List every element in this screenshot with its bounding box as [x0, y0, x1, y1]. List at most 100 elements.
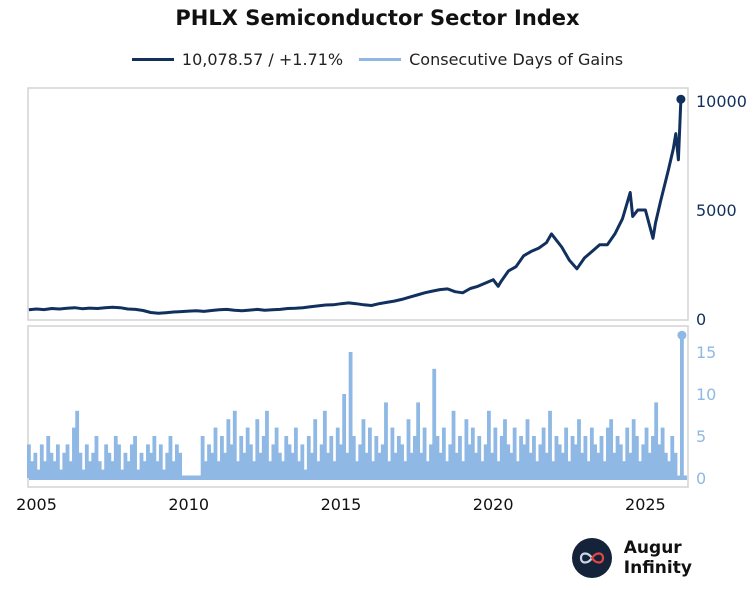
gains-bar	[622, 461, 626, 478]
legend-swatch-gains	[359, 58, 402, 61]
gains-bar	[277, 452, 282, 478]
gains-bar	[470, 427, 475, 478]
gains-bar	[281, 461, 285, 478]
x-tick-label: 2020	[473, 495, 514, 514]
gains-bar	[100, 469, 105, 478]
gains-bar	[409, 452, 414, 478]
gains-bar	[149, 452, 154, 478]
gains-bar	[577, 419, 581, 478]
y-tick-label-bottom: 0	[696, 469, 706, 488]
gains-bar	[422, 427, 427, 478]
gains-bar	[512, 427, 517, 478]
gains-bar	[509, 452, 514, 478]
gains-bar	[361, 419, 366, 478]
gains-bar	[355, 461, 359, 478]
gains-bar	[670, 436, 675, 478]
gains-bar	[570, 436, 575, 478]
gains-bar	[586, 461, 591, 478]
gains-bar	[303, 469, 308, 478]
gains-bar	[438, 452, 443, 478]
gains-bar	[451, 410, 456, 478]
index-last-point	[676, 94, 686, 104]
x-tick-label: 2005	[16, 495, 57, 514]
gains-bar	[43, 461, 47, 478]
gains-bar	[429, 444, 433, 478]
gains-bar	[110, 461, 115, 478]
gains-bar	[631, 419, 636, 478]
gains-bar	[612, 452, 617, 478]
gains-bar	[374, 436, 379, 478]
gains-bar	[673, 452, 678, 478]
gains-bar	[448, 444, 453, 478]
gains-bar	[435, 436, 440, 478]
top-panel-frame	[27, 87, 689, 321]
gains-bar	[367, 427, 372, 478]
gains-bar	[660, 427, 665, 478]
y-tick-label-top: 0	[696, 310, 706, 329]
gains-bar	[593, 444, 597, 478]
gains-bar	[525, 419, 530, 478]
gains-bar	[139, 452, 144, 478]
infinity-logo-icon	[572, 538, 612, 578]
gains-bar	[541, 427, 546, 478]
y-tick-label-bottom: 5	[696, 427, 706, 446]
gains-bar	[136, 469, 141, 478]
gains-bar	[403, 461, 408, 478]
gains-bar	[596, 452, 601, 478]
gains-bar	[445, 461, 449, 478]
gains-bar	[609, 419, 614, 478]
gains-bar	[371, 461, 376, 478]
gains-bar	[419, 452, 424, 478]
gains-bar	[548, 410, 552, 478]
gains-bar	[265, 410, 269, 478]
y-tick-label-top: 10000	[696, 92, 747, 111]
gains-bar	[271, 444, 276, 478]
gains-bar	[364, 452, 369, 478]
gains-bar	[458, 436, 462, 478]
gains-bar	[287, 444, 292, 478]
legend-item-gains: Consecutive Days of Gains	[359, 50, 623, 69]
gains-bar	[326, 452, 330, 478]
gains-bar	[165, 452, 170, 478]
gains-bar	[329, 436, 334, 478]
gains-bar	[380, 444, 385, 478]
gains-bar	[390, 427, 395, 478]
gains-bar	[65, 444, 70, 478]
gains-bar	[120, 469, 125, 478]
gains-bar	[255, 419, 260, 478]
gains-bar	[84, 444, 89, 478]
gains-bar	[342, 394, 347, 478]
gains-bar	[126, 461, 131, 478]
gains-bar	[503, 419, 507, 478]
gains-bar	[464, 419, 469, 478]
gains-bar	[274, 427, 279, 478]
gains-bar	[625, 427, 630, 478]
gains-bar	[602, 461, 607, 478]
gains-baseline	[29, 475, 687, 480]
y-tick-label-top: 5000	[696, 201, 737, 220]
legend-item-index: 10,078.57 / +1.71%	[131, 50, 343, 69]
gains-bar	[454, 452, 459, 478]
index-line	[28, 99, 683, 315]
y-tick-label-bottom: 15	[696, 343, 716, 362]
gains-bar	[651, 436, 655, 478]
gains-bar	[413, 436, 417, 478]
gains-bar	[339, 444, 343, 478]
gains-bar	[261, 436, 266, 478]
gains-bar	[348, 352, 353, 478]
gains-bar	[544, 452, 549, 478]
gains-bar	[49, 452, 54, 478]
gains-bar	[203, 461, 208, 478]
gains-bar	[113, 436, 118, 478]
gains-bar	[306, 436, 311, 478]
gains-bar	[313, 419, 318, 478]
gains-bar	[62, 452, 67, 478]
gains-bar	[515, 461, 520, 478]
gains-bar	[174, 444, 179, 478]
gains-bar	[152, 436, 157, 478]
gains-bar	[68, 461, 73, 478]
gains-bar	[599, 436, 604, 478]
gains-bar	[55, 444, 60, 478]
gains-bars	[27, 335, 684, 478]
gains-bar	[239, 436, 244, 478]
